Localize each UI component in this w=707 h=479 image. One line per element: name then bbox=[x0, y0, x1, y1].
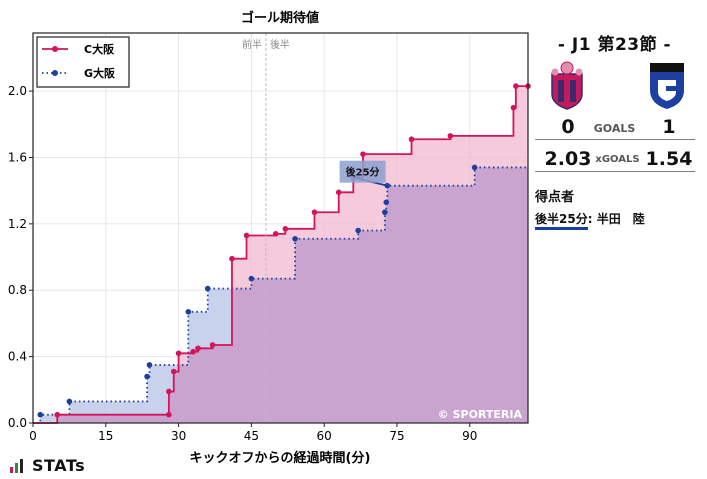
plot-frame bbox=[32, 32, 529, 424]
point-home bbox=[447, 133, 454, 139]
home-xg: 2.03 bbox=[544, 148, 592, 170]
point-away bbox=[355, 227, 361, 234]
x-tick-label: 30 bbox=[171, 429, 186, 443]
match-title: - J1 第23節 - bbox=[557, 35, 672, 55]
x-tick-label: 90 bbox=[462, 429, 477, 443]
point-home bbox=[282, 226, 289, 232]
stats-bars-icon bbox=[10, 459, 23, 473]
y-tick-label: 1.2 bbox=[8, 217, 27, 231]
point-away bbox=[292, 235, 298, 242]
scorer-entry: 後半25分: 半田 陸 bbox=[535, 210, 645, 230]
away-team-crest bbox=[650, 63, 684, 109]
goal-annotation: 後25分 bbox=[339, 160, 386, 183]
point-home bbox=[166, 388, 172, 395]
y-tick-label: 2.0 bbox=[8, 84, 27, 98]
point-home bbox=[335, 189, 342, 196]
x-axis-label: キックオフからの経過時間(分) bbox=[190, 450, 371, 466]
y-tick-label: 0.8 bbox=[8, 283, 27, 297]
point-home bbox=[170, 368, 177, 375]
point-home bbox=[510, 104, 517, 111]
point-home bbox=[311, 209, 318, 216]
xg-chart: ゴール期待値 前半 後半 後25分 0 15 30 45 60 75 90 0.0 0.4 0.… bbox=[8, 10, 531, 466]
point-home bbox=[54, 411, 61, 418]
y-tick-label: 0.0 bbox=[8, 416, 27, 430]
point-away bbox=[471, 164, 478, 171]
legend-label-away: G大阪 bbox=[84, 66, 116, 80]
second-half-label: 後半 bbox=[270, 38, 290, 51]
chart-legend: C大阪 G大阪 bbox=[36, 36, 130, 88]
legend-item-away: G大阪 bbox=[42, 66, 116, 80]
match-panel: - J1 第23節 - 0 GOALS 1 2.03 xGOALS 1.54 得… bbox=[532, 0, 707, 479]
point-home bbox=[175, 350, 182, 357]
stats-logo-text: STATs bbox=[32, 456, 86, 475]
point-home bbox=[166, 411, 172, 418]
point-home bbox=[209, 342, 216, 348]
point-away bbox=[204, 285, 211, 292]
y-tick-label: 1.6 bbox=[8, 150, 27, 164]
point-home bbox=[360, 151, 366, 157]
goal-annotation-label: 後25分 bbox=[346, 166, 380, 179]
legend-label-home: C大阪 bbox=[84, 42, 115, 56]
home-team-crest bbox=[551, 61, 583, 110]
x-tick-label: 60 bbox=[317, 429, 332, 443]
x-tick-label: 0 bbox=[29, 429, 37, 443]
point-home bbox=[272, 231, 279, 237]
x-tick-label: 75 bbox=[389, 429, 404, 443]
y-tick-label: 0.4 bbox=[8, 350, 27, 364]
point-home bbox=[243, 232, 250, 239]
goals-row: 0 GOALS 1 bbox=[532, 116, 697, 140]
goals-label: GOALS bbox=[593, 122, 636, 135]
point-away bbox=[144, 373, 150, 380]
point-away bbox=[185, 309, 192, 315]
divider bbox=[535, 139, 695, 140]
xgoals-row: 2.03 xGOALS 1.54 bbox=[532, 148, 697, 172]
point-away bbox=[66, 398, 73, 405]
watermark: © SPORTERIA bbox=[438, 408, 523, 421]
scorer-separator: : bbox=[587, 212, 593, 226]
away-xg: 1.54 bbox=[645, 148, 693, 170]
point-home bbox=[195, 345, 201, 352]
scorer-time: 後半25分 bbox=[535, 212, 588, 230]
chart-title: ゴール期待値 bbox=[241, 10, 319, 26]
scorers-title: 得点者 bbox=[535, 190, 575, 205]
point-away bbox=[248, 275, 255, 282]
x-tick-label: 15 bbox=[98, 429, 113, 443]
xgoals-label: xGOALS bbox=[595, 154, 640, 165]
divider bbox=[535, 171, 695, 172]
scorer-name: 半田 陸 bbox=[596, 212, 645, 226]
away-goals: 1 bbox=[662, 116, 676, 138]
first-half-label: 前半 bbox=[242, 38, 262, 51]
point-away bbox=[146, 362, 153, 368]
home-goals: 0 bbox=[561, 116, 575, 138]
point-away bbox=[37, 411, 44, 418]
point-home bbox=[229, 255, 235, 262]
x-tick-label: 45 bbox=[244, 429, 259, 443]
point-home bbox=[513, 83, 519, 89]
point-home bbox=[408, 136, 415, 143]
half-time-line: 前半 後半 bbox=[242, 33, 290, 423]
legend-item-home: C大阪 bbox=[42, 42, 115, 56]
point-away bbox=[382, 209, 388, 216]
point-away bbox=[383, 199, 390, 206]
point-home bbox=[190, 348, 196, 355]
